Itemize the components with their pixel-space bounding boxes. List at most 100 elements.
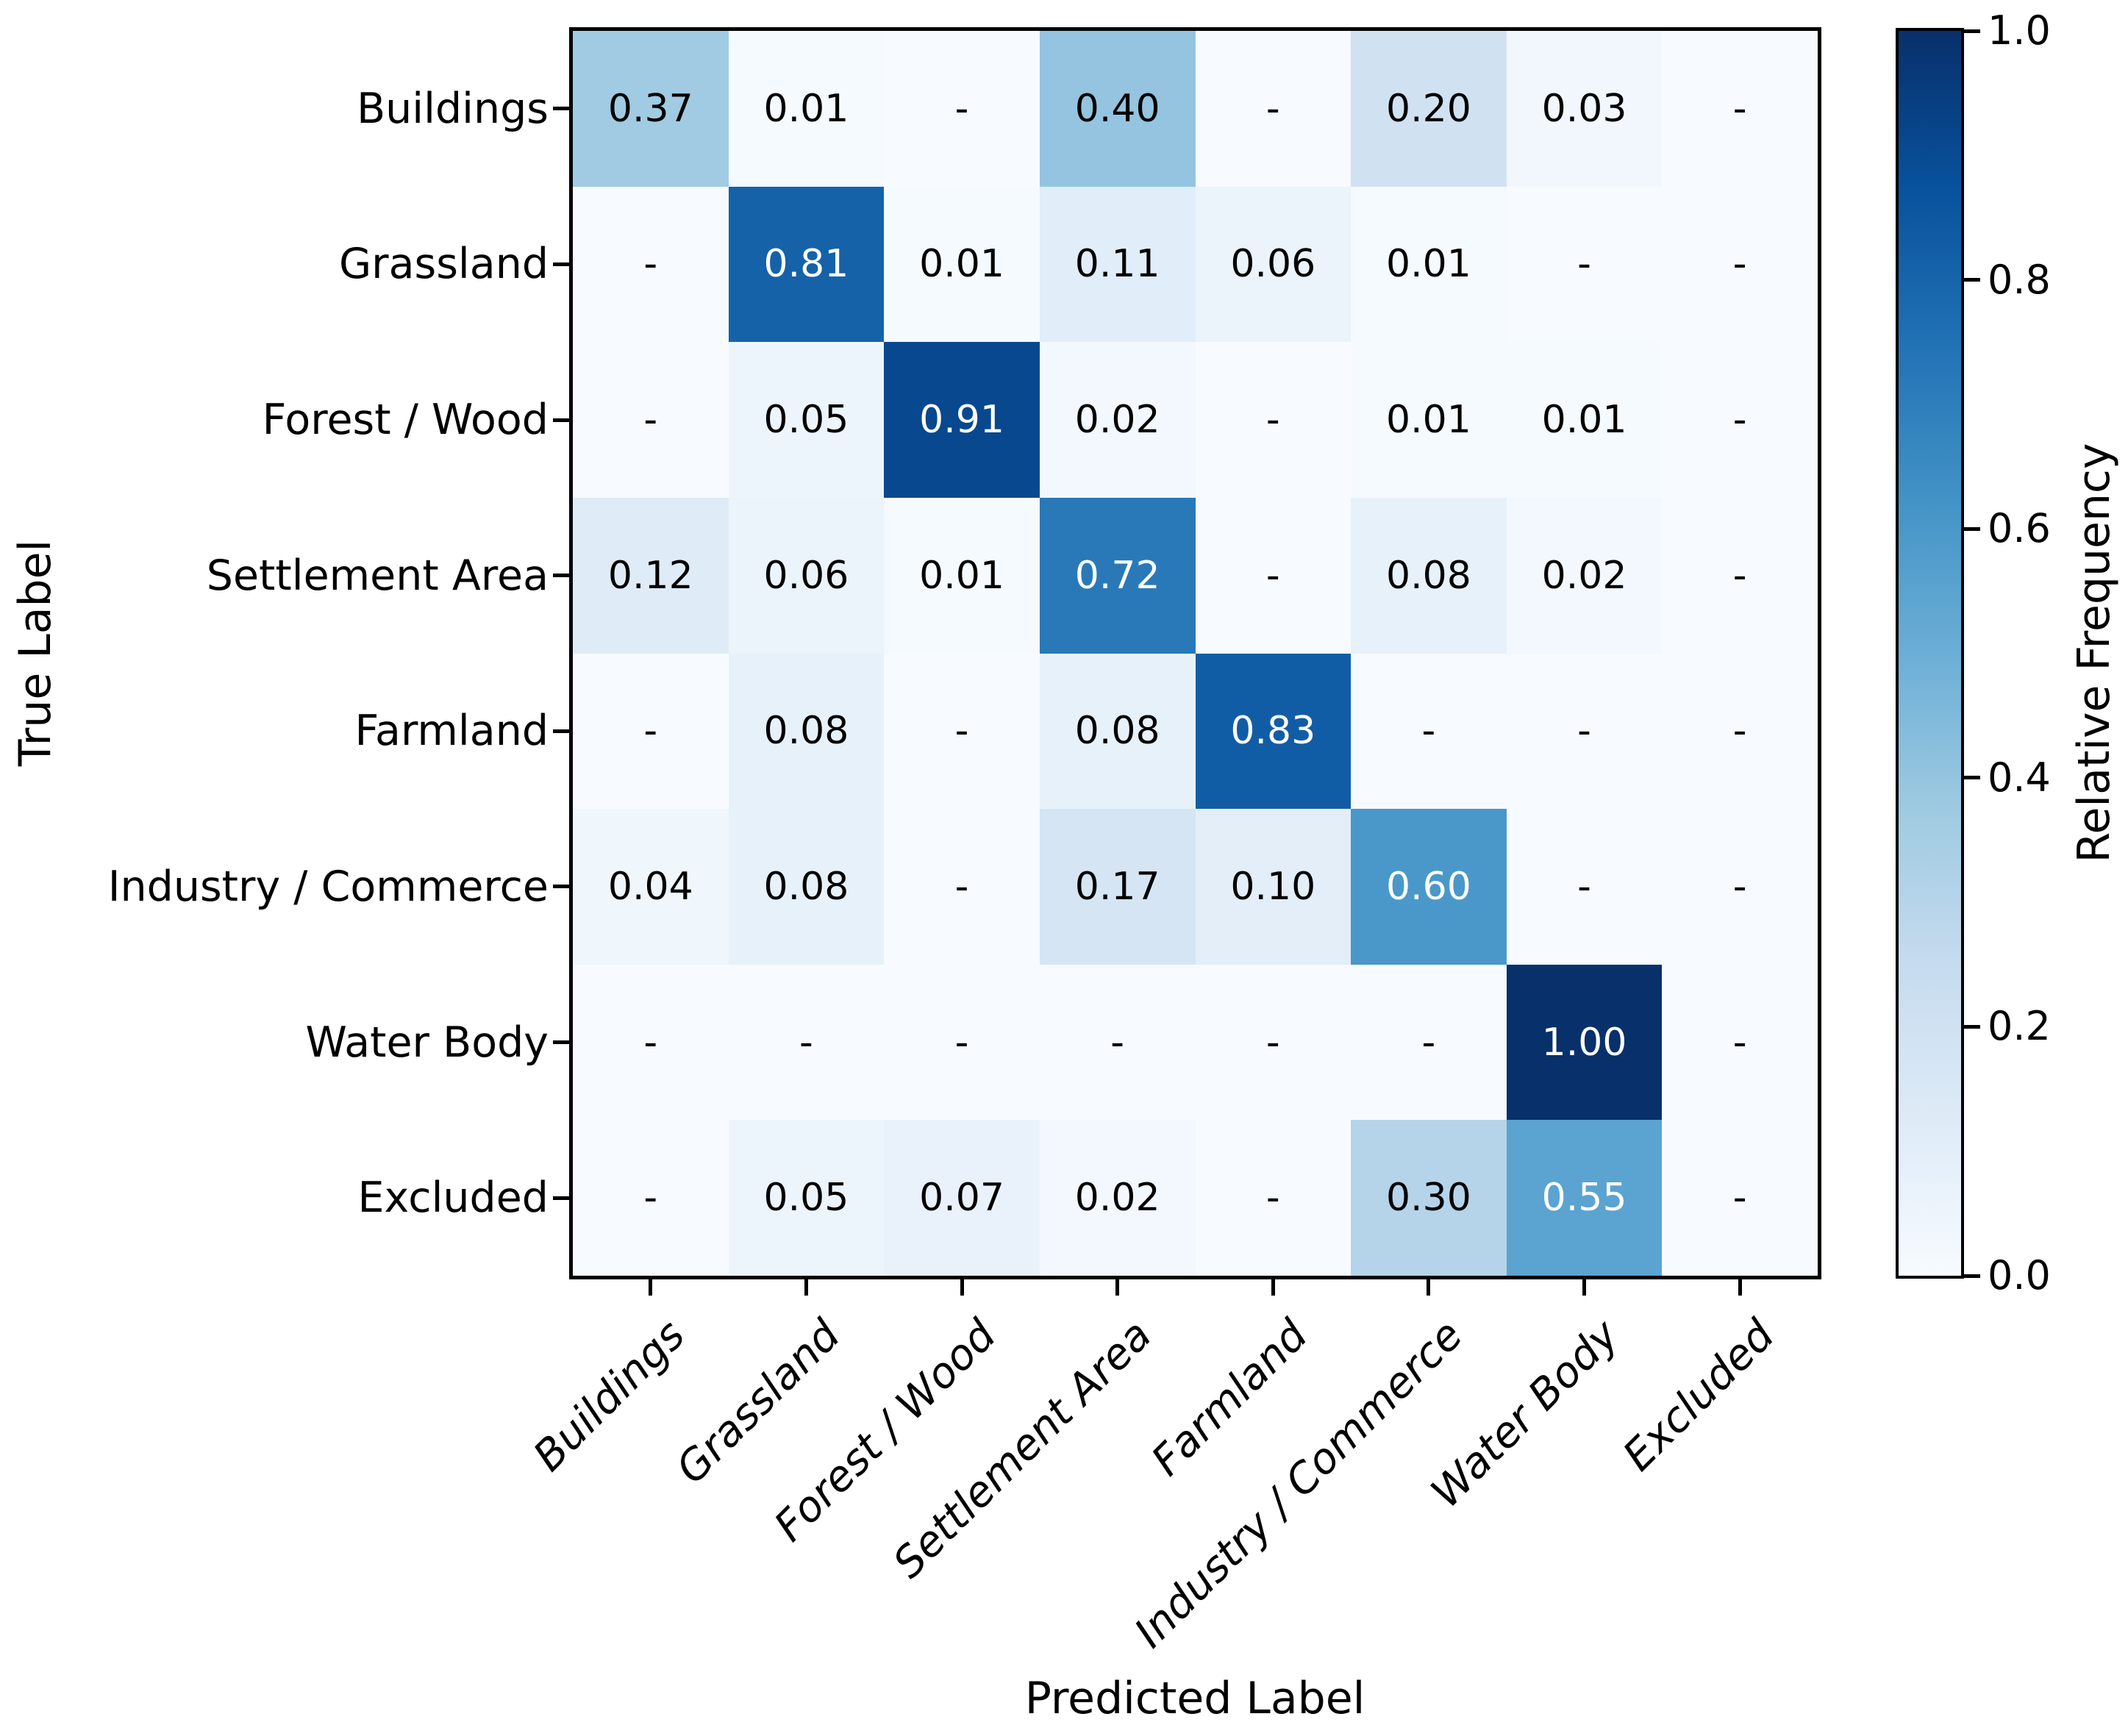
heatmap-plot-area: 0.37 0.01-0.40-0.20 0.03- -0.81 0.01 0.11 0.06… — [569, 27, 1821, 1279]
colorbar-label: Relative Frequency — [2068, 443, 2120, 863]
heatmap-cell: 0.83 — [1195, 653, 1352, 810]
heatmap-cell: - — [1662, 809, 1818, 965]
heatmap-cell: - — [1662, 497, 1818, 654]
heatmap-cell: - — [884, 809, 1040, 965]
heatmap-cell: 0.11 — [1039, 186, 1196, 343]
heatmap-cell: - — [884, 653, 1040, 810]
y-tick-label: Forest / Wood — [262, 396, 549, 445]
y-tick-label: Farmland — [354, 707, 549, 756]
heatmap-cell: - — [573, 653, 729, 810]
x-tick-mark — [1738, 1279, 1742, 1296]
colorbar-tick-label: 0.2 — [1988, 1003, 2051, 1050]
heatmap-cell: 0.55 — [1506, 1120, 1663, 1276]
heatmap-cell: - — [1506, 809, 1663, 965]
heatmap-cell: - — [1039, 964, 1196, 1121]
heatmap-cell: 0.06 — [728, 497, 885, 654]
heatmap-cell: 0.05 — [728, 342, 885, 498]
heatmap-cell: 0.91 — [884, 342, 1040, 498]
y-tick-mark — [553, 418, 569, 422]
heatmap-cell: 0.01 — [728, 31, 885, 187]
x-axis-title: Predicted Label — [1024, 1673, 1365, 1724]
heatmap-cell: - — [1662, 964, 1818, 1121]
colorbar-tick-mark — [1964, 29, 1980, 33]
colorbar-tick-mark — [1964, 776, 1980, 780]
y-tick-mark — [553, 262, 569, 266]
heatmap-cell: 0.01 — [1351, 342, 1507, 498]
colorbar-tick-label: 0.8 — [1988, 256, 2051, 303]
heatmap-cell: - — [1662, 1120, 1818, 1276]
heatmap-cell: - — [1195, 497, 1352, 654]
heatmap-cell: - — [1351, 653, 1507, 810]
heatmap-cell: 0.02 — [1039, 1120, 1196, 1276]
y-tick-mark — [553, 1040, 569, 1045]
heatmap-cell: - — [1351, 964, 1507, 1121]
heatmap-cell: - — [1662, 653, 1818, 810]
y-tick-label: Settlement Area — [206, 551, 549, 600]
x-tick-label: Settlement Area — [884, 1310, 1161, 1588]
heatmap-cell: 0.20 — [1351, 31, 1507, 187]
x-tick-mark — [1427, 1279, 1431, 1296]
heatmap-cell: - — [1195, 964, 1352, 1121]
heatmap-cell: 0.05 — [728, 1120, 885, 1276]
x-tick-mark — [1582, 1279, 1587, 1296]
colorbar-tick-label: 0.6 — [1988, 505, 2051, 552]
colorbar-tick-mark — [1964, 526, 1980, 531]
y-tick-label: Excluded — [357, 1174, 549, 1223]
x-tick-mark — [649, 1279, 653, 1296]
colorbar-tick-mark — [1964, 278, 1980, 282]
heatmap-cell: 0.08 — [1039, 653, 1196, 810]
heatmap-cell: - — [1662, 186, 1818, 343]
heatmap-cell: - — [1662, 342, 1818, 498]
heatmap-cell: - — [1195, 31, 1352, 187]
heatmap-cell: 0.72 — [1039, 497, 1196, 654]
heatmap-cell: - — [1506, 653, 1663, 810]
x-tick-label: Buildings — [524, 1310, 695, 1481]
x-tick-mark — [804, 1279, 808, 1296]
heatmap-cell: 0.01 — [884, 497, 1040, 654]
heatmap-cell: 0.02 — [1039, 342, 1196, 498]
heatmap-cell: 0.01 — [884, 186, 1040, 343]
heatmap-cell: - — [884, 31, 1040, 187]
heatmap-cell: 0.01 — [1351, 186, 1507, 343]
colorbar-tick-label: 0.4 — [1988, 754, 2051, 801]
heatmap-cell: - — [884, 964, 1040, 1121]
heatmap-cell: 1.00 — [1506, 964, 1663, 1121]
heatmap-cell: 0.07 — [884, 1120, 1040, 1276]
x-tick-label: Excluded — [1613, 1310, 1784, 1481]
heatmap-cell: 0.06 — [1195, 186, 1352, 343]
x-tick-mark — [1115, 1279, 1120, 1296]
y-tick-mark — [553, 107, 569, 111]
heatmap-cell: 0.40 — [1039, 31, 1196, 187]
heatmap-grid: 0.37 0.01-0.40-0.20 0.03- -0.81 0.01 0.11 0.06… — [573, 31, 1818, 1276]
colorbar-tick-mark — [1964, 1274, 1980, 1278]
heatmap-cell: - — [1195, 1120, 1352, 1276]
x-tick-label: Industry / Commerce — [1125, 1310, 1473, 1657]
y-tick-mark — [553, 1196, 569, 1200]
heatmap-cell: 0.12 — [573, 497, 729, 654]
colorbar — [1896, 28, 1964, 1279]
y-tick-mark — [553, 574, 569, 578]
heatmap-cell: 0.08 — [1351, 497, 1507, 654]
heatmap-cell: 0.10 — [1195, 809, 1352, 965]
x-tick-mark — [1271, 1279, 1275, 1296]
heatmap-cell: 0.02 — [1506, 497, 1663, 654]
heatmap-cell: 0.60 — [1351, 809, 1507, 965]
colorbar-tick-label: 1.0 — [1988, 7, 2051, 54]
x-tick-mark — [960, 1279, 964, 1296]
y-tick-mark — [553, 729, 569, 733]
y-tick-mark — [553, 885, 569, 889]
heatmap-cell: - — [573, 186, 729, 343]
heatmap-cell: - — [573, 1120, 729, 1276]
heatmap-cell: 0.03 — [1506, 31, 1663, 187]
y-tick-label: Buildings — [357, 84, 549, 133]
heatmap-cell: - — [573, 964, 729, 1121]
heatmap-cell: 0.08 — [728, 653, 885, 810]
heatmap-cell: 0.01 — [1506, 342, 1663, 498]
heatmap-cell: 0.08 — [728, 809, 885, 965]
heatmap-cell: - — [1195, 342, 1352, 498]
heatmap-cell: - — [573, 342, 729, 498]
heatmap-cell: - — [1662, 31, 1818, 187]
y-tick-label: Industry / Commerce — [107, 862, 549, 911]
heatmap-cell: 0.81 — [728, 186, 885, 343]
